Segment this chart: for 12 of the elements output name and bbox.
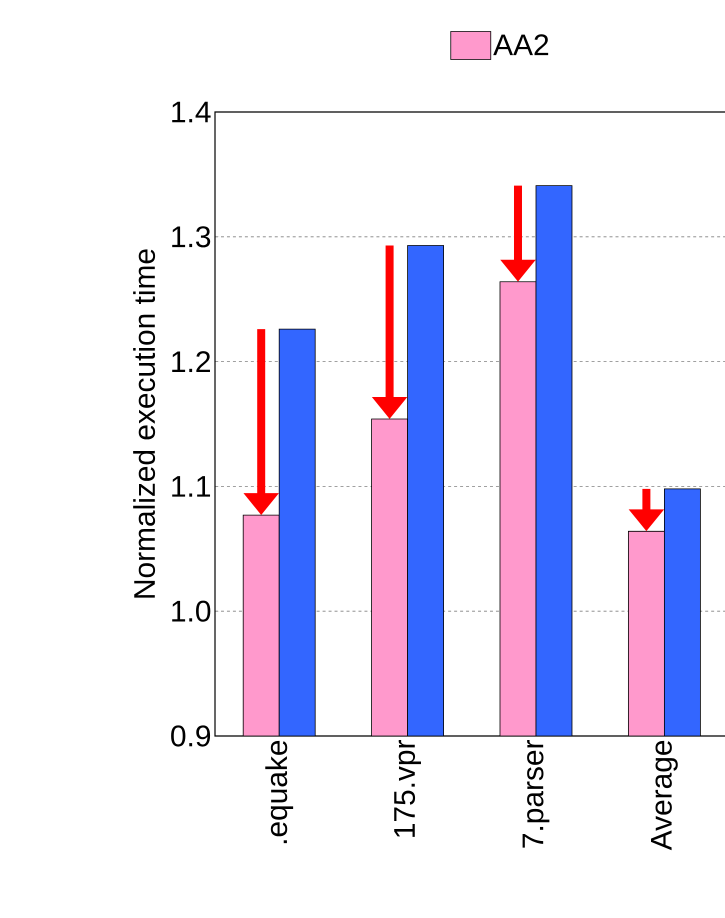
x-tick-label: 175.vpr [394, 740, 421, 837]
y-tick-label: 0.9 [171, 725, 210, 747]
y-tick-label: 1.2 [172, 351, 210, 372]
y-tick-label: 1.0 [172, 600, 210, 622]
y-axis-title: Normalized execution time [133, 249, 156, 598]
x-tick-label: Average [651, 740, 678, 850]
x-tick-label: 7.parser [522, 740, 550, 848]
y-tick-label: 1.3 [172, 226, 210, 248]
y-tick-label: 1.1 [172, 476, 210, 497]
x-tick-label: .equake [265, 740, 294, 844]
y-tick-label: 1.4 [172, 102, 211, 122]
legend-label: AA2 [493, 34, 548, 56]
